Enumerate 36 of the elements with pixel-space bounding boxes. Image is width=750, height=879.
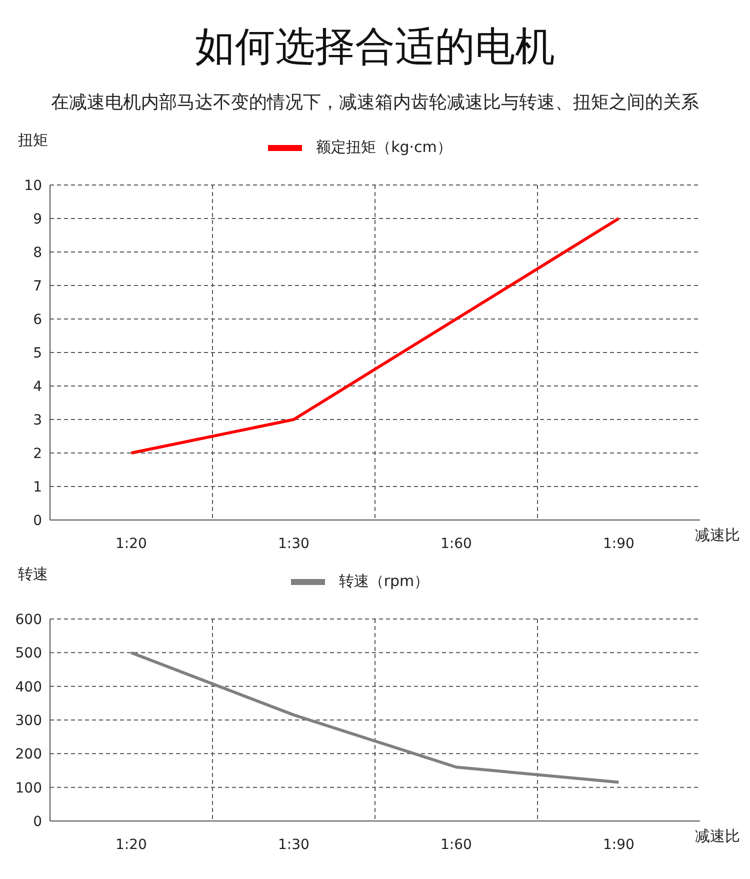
legend-label: 额定扭矩（kg·cm） (315, 138, 452, 157)
line-series (130, 217, 620, 454)
y-tick-label: 10 (24, 178, 42, 194)
y-tick-label: 2 (33, 446, 42, 462)
x-tick-label: 1:90 (603, 836, 634, 853)
y-axis-title: 转速 (18, 565, 48, 584)
y-tick-label: 200 (15, 746, 42, 763)
y-tick-label: 5 (33, 345, 42, 362)
y-tick-label: 300 (15, 712, 42, 729)
x-tick-label: 1:60 (440, 536, 472, 552)
y-tick-label: 0 (33, 512, 42, 529)
x-tick-label: 1:20 (116, 536, 147, 552)
x-tick-label: 1:90 (603, 536, 634, 552)
legend-label: 转速（rpm） (338, 572, 430, 591)
y-tick-label: 3 (33, 412, 42, 428)
x-tick-label: 1:30 (278, 836, 310, 853)
x-tick-label: 1:20 (116, 836, 147, 853)
y-axis-title: 扭矩 (18, 131, 48, 150)
x-tick-label: 1:60 (440, 836, 472, 853)
chart-subtitle: 在减速电机内部马达不变的情况下，减速箱内齿轮减速比与转速、扭矩之间的关系 (50, 91, 700, 114)
y-tick-label: 8 (33, 244, 42, 261)
y-tick-label: 6 (33, 312, 42, 328)
y-tick-label: 600 (15, 612, 42, 628)
y-tick-label: 7 (33, 278, 42, 294)
y-tick-label: 100 (15, 780, 42, 796)
y-tick-label: 500 (15, 646, 42, 662)
y-tick-label: 400 (15, 679, 42, 696)
y-tick-label: 1 (33, 479, 42, 496)
x-axis-title: 减速比 (695, 827, 740, 846)
y-tick-label: 0 (33, 814, 42, 830)
y-tick-label: 4 (33, 378, 42, 395)
x-tick-label: 1:30 (278, 536, 310, 552)
y-tick-label: 9 (33, 211, 42, 228)
line-series (130, 651, 620, 784)
x-axis-title: 减速比 (695, 526, 740, 545)
chart-title: 如何选择合适的电机 (194, 23, 556, 72)
